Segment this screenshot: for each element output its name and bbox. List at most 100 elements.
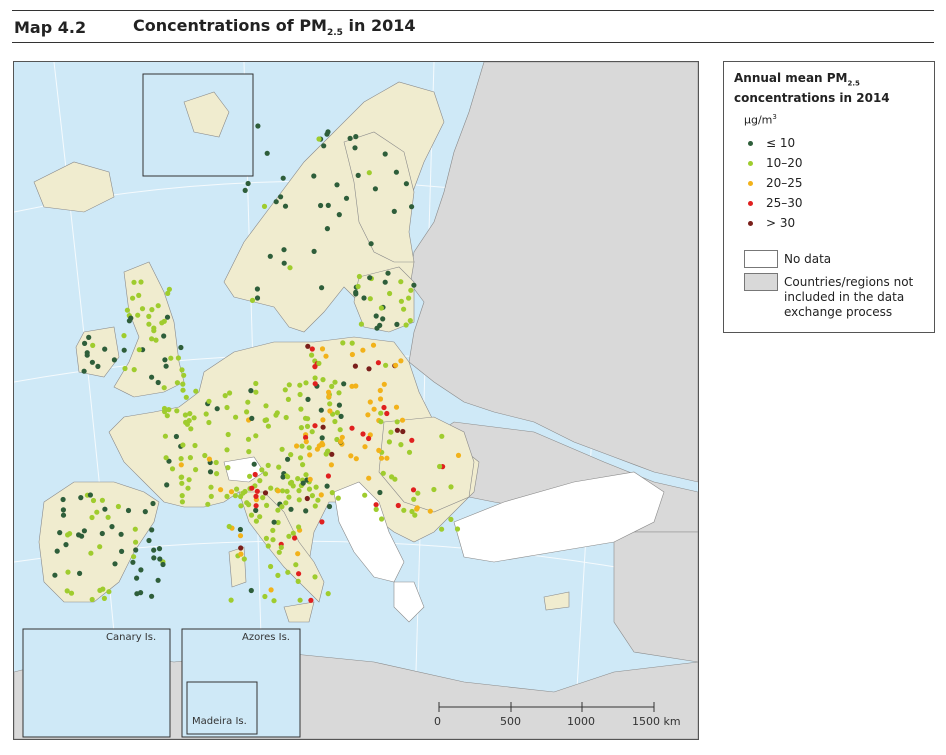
legend: Annual mean PM2.5 concentrations in 2014… (723, 61, 935, 333)
station-dot (315, 497, 321, 503)
station-dot (384, 455, 390, 461)
station-dot (377, 489, 383, 496)
legend-not-included-swatch (744, 273, 778, 291)
station-dot (81, 368, 87, 374)
station-dot (179, 499, 185, 505)
station-dot (161, 385, 167, 391)
station-dot (437, 463, 443, 470)
station-dot (119, 548, 125, 554)
station-dot (353, 291, 359, 297)
station-dot (131, 279, 137, 285)
station-dot (295, 476, 301, 482)
station-dot (398, 298, 404, 304)
station-dot (295, 578, 301, 585)
station-dot (319, 346, 326, 352)
station-dot (227, 390, 233, 396)
station-dot (237, 533, 244, 539)
station-dot (327, 401, 333, 407)
legend-dot-1 (748, 140, 753, 146)
station-dot (149, 593, 155, 599)
station-dot (311, 173, 317, 179)
station-dot (329, 490, 335, 496)
station-dot (296, 571, 302, 577)
station-dot (169, 466, 176, 472)
station-dot (253, 433, 259, 439)
station-dot (82, 340, 88, 346)
station-dot (271, 519, 277, 525)
legend-class-4: 25–30 (748, 196, 803, 210)
station-dot (124, 307, 130, 313)
station-dot (406, 449, 413, 455)
station-dot (283, 414, 289, 421)
legend-dot-3 (748, 180, 753, 186)
station-dot (366, 475, 372, 481)
station-dot (366, 435, 372, 442)
station-dot (431, 486, 437, 493)
station-dot (339, 434, 345, 440)
station-dot (233, 414, 239, 420)
station-dot (54, 548, 60, 554)
station-dot (132, 526, 138, 532)
station-dot (253, 507, 259, 513)
station-dot (304, 495, 310, 502)
madeira-inset (186, 681, 258, 735)
station-dot (326, 503, 333, 510)
station-dot (64, 588, 70, 594)
station-dot (253, 503, 259, 509)
station-dot (312, 375, 318, 381)
station-dot (381, 404, 387, 411)
station-dot (393, 169, 399, 175)
station-dot (319, 519, 325, 525)
station-dot (164, 482, 170, 488)
station-dot (326, 389, 332, 395)
station-dot (279, 488, 286, 494)
station-dot (325, 591, 331, 597)
station-dot (175, 355, 181, 361)
station-dot (338, 413, 344, 419)
station-dot (60, 507, 66, 513)
station-dot (131, 554, 137, 560)
station-dot (166, 458, 172, 464)
canary-inset (22, 628, 171, 738)
station-dot (362, 492, 368, 498)
station-dot (122, 365, 128, 372)
station-dot (146, 313, 152, 319)
station-dot (337, 427, 343, 433)
canary-inset-label: Canary Is. (106, 632, 157, 643)
station-dot (341, 381, 347, 387)
station-dot (245, 180, 251, 187)
station-dot (318, 407, 324, 413)
legend-unit: μg/m3 (744, 113, 777, 127)
station-dot (393, 362, 399, 368)
station-dot (214, 471, 220, 477)
station-dot (325, 473, 331, 479)
station-dot (394, 419, 400, 425)
station-dot (121, 333, 127, 339)
station-dot (338, 439, 344, 445)
top-rule (12, 10, 934, 11)
station-dot (284, 488, 290, 494)
station-dot (253, 493, 259, 499)
station-dot (367, 275, 373, 281)
station-dot (81, 528, 87, 534)
map-panel: Canary Is. Azores Is. Madeira Is. 0 500 … (13, 61, 699, 740)
station-dot (121, 347, 127, 353)
station-dot (439, 526, 445, 532)
station-dot (274, 410, 280, 416)
station-dot (118, 531, 124, 537)
station-dot (112, 561, 118, 567)
scale-tick-500: 500 (500, 715, 521, 728)
station-dot (400, 428, 406, 435)
station-dot (305, 416, 311, 422)
station-dot (295, 551, 301, 557)
station-dot (163, 363, 169, 369)
station-dot (89, 359, 95, 365)
station-dot (336, 390, 342, 396)
station-dot (358, 321, 364, 327)
station-dot (68, 590, 75, 596)
station-dot (303, 434, 309, 441)
station-dot (355, 283, 361, 290)
station-dot (285, 456, 291, 462)
station-dot (136, 347, 142, 353)
header: Map 4.2 Concentrations of PM2.5 in 2014 (14, 14, 415, 40)
